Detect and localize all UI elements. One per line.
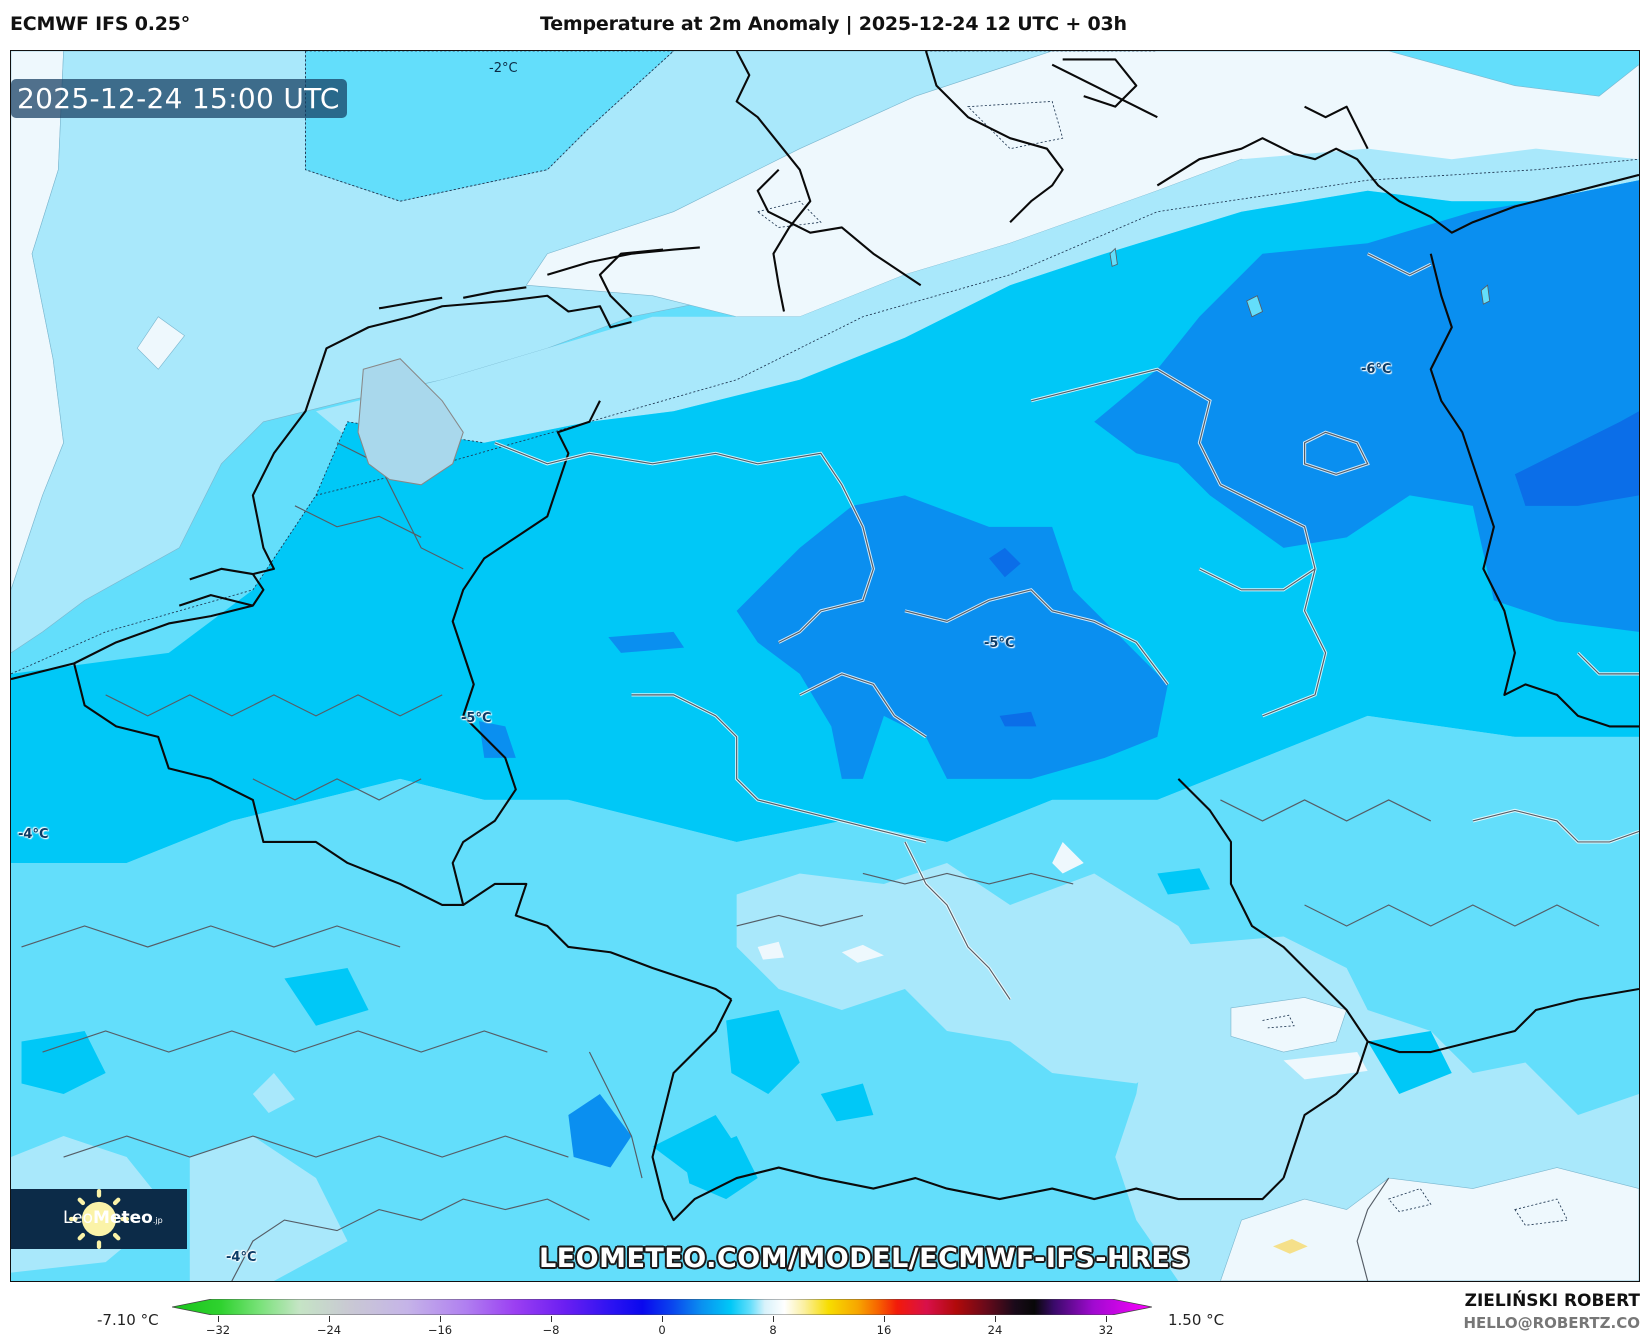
colorbar-min-value: -7.10 °C	[97, 1311, 159, 1329]
colorbar-tick-label: 24	[987, 1323, 1003, 1337]
colorbar	[172, 1299, 1152, 1315]
colorbar-tick-label: −32	[205, 1323, 231, 1337]
colorbar-tick-label: −8	[542, 1323, 560, 1337]
contour-label-minus2: -2°C	[489, 61, 518, 76]
colorbar-max-value: 1.50 °C	[1168, 1311, 1225, 1329]
sun-icon	[69, 1189, 129, 1249]
chart-title: Temperature at 2m Anomaly | 2025-12-24 1…	[540, 13, 1127, 35]
author-email[interactable]: HELLO@ROBERTZ.CO	[1463, 1314, 1640, 1332]
leometeo-logo[interactable]: LeoMeteo.jp	[11, 1189, 187, 1249]
contour-label-minus4-west: -4°C	[18, 827, 49, 842]
contour-label-minus4-south: -4°C	[226, 1250, 257, 1265]
colorbar-tick-label: −24	[316, 1323, 342, 1337]
map-canvas	[11, 51, 1639, 1281]
colorbar-tick-label: −16	[427, 1323, 453, 1337]
contour-label-minus6: -6°C	[1361, 362, 1392, 377]
colorbar-tick-label: 32	[1098, 1323, 1114, 1337]
valid-time-badge: 2025-12-24 15:00 UTC	[11, 79, 347, 118]
colorbar-tick-label: 16	[876, 1323, 892, 1337]
contour-label-minus5-west: -5°C	[461, 711, 492, 726]
colorbar-tick-label: 8	[769, 1323, 777, 1337]
temperature-anomaly-map[interactable]: 2025-12-24 15:00 UTC -2°C -6°C -5°C -5°C…	[10, 50, 1640, 1282]
source-url-watermark: LEOMETEO.COM/MODEL/ECMWF-IFS-HRES	[539, 1243, 1191, 1274]
model-name: ECMWF IFS 0.25°	[10, 13, 191, 35]
logo-wordmark: LeoMeteo.jp	[63, 1208, 163, 1228]
contour-label-minus5-east: -5°C	[984, 636, 1015, 651]
author-name: ZIELIŃSKI ROBERT	[1464, 1291, 1640, 1311]
colorbar-tick-label: 0	[658, 1323, 666, 1337]
